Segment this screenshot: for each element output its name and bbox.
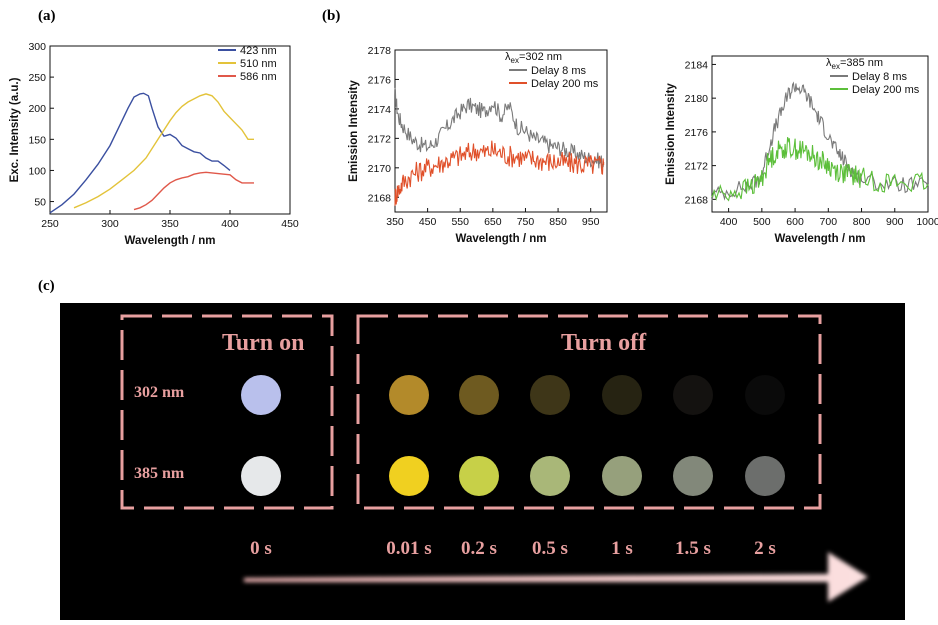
sample-dot-on (241, 456, 281, 496)
y-tick-label: 2176 (685, 127, 709, 139)
y-axis-label: Emission Intensity (665, 83, 677, 185)
chart-b1: 350 450 550 650 750 850 950 2168 2170 2172 2174 217… (348, 45, 608, 245)
x-tick-label: 400 (221, 218, 239, 230)
series-line (49, 92, 231, 214)
y-axis-label: Exc. Intensity (a.u.) (9, 77, 21, 182)
y-tick-label: 250 (28, 72, 46, 84)
legend-entry: 586 nm (240, 71, 277, 83)
plot-frame (394, 49, 608, 213)
y-tick-label: 2184 (685, 59, 709, 71)
legend-title: λex=302 nm (505, 51, 562, 65)
chart-b2: 400 500 600 700 800 900 1000 2168 2172 2176 2180 21… (665, 55, 938, 245)
time-label: 0.01 s (386, 538, 431, 559)
panel-label-b: (b) (322, 8, 340, 24)
sample-dot-off (602, 375, 642, 415)
series-line (394, 140, 605, 206)
sample-dot-off (389, 375, 429, 415)
legend-title: λex=385 nm (826, 57, 883, 71)
x-tick-label: 350 (161, 218, 179, 230)
x-tick-label: 950 (582, 216, 600, 228)
legend-entry: Delay 200 ms (531, 78, 599, 90)
y-tick-label: 150 (28, 134, 46, 146)
x-tick-label: 800 (853, 216, 871, 228)
series-line (711, 136, 929, 202)
sample-dot-on (241, 375, 281, 415)
x-tick-label: 400 (720, 216, 738, 228)
row-label-302: 302 nm (134, 384, 185, 401)
x-axis-label: Wavelength / nm (775, 233, 866, 245)
time-label: 0.5 s (532, 538, 568, 559)
series-line (133, 171, 254, 211)
x-tick-label: 700 (820, 216, 838, 228)
turn-off-label: Turn off (561, 330, 647, 356)
series-line (711, 81, 929, 201)
panel-label-a: (a) (38, 8, 56, 24)
y-axis-label: Emission Intensity (348, 80, 360, 182)
y-tick-label: 2174 (368, 104, 392, 116)
x-tick-label: 650 (484, 216, 502, 228)
y-tick-label: 2168 (685, 194, 709, 206)
time-arrow (244, 552, 868, 602)
sample-dot-off (530, 375, 570, 415)
y-tick-label: 100 (28, 165, 46, 177)
x-tick-label: 750 (517, 216, 535, 228)
chart-a: 250 300 350 400 450 50 100 150 200 250 300 Waveleng… (9, 41, 299, 247)
legend-entry: Delay 200 ms (852, 84, 920, 96)
legend-entry: 510 nm (240, 58, 277, 70)
legend-entry: Delay 8 ms (852, 71, 908, 83)
x-axis-label: Wavelength / nm (456, 233, 547, 245)
y-tick-label: 2176 (368, 74, 392, 86)
x-tick-label: 1000 (916, 216, 938, 228)
x-tick-label: 250 (41, 218, 59, 230)
x-tick-label: 550 (451, 216, 469, 228)
time-label: 1 s (611, 538, 633, 559)
turn-on-label: Turn on (222, 330, 305, 356)
legend-entry: Delay 8 ms (531, 65, 587, 77)
photo-panel: Turn on Turn off 302 nm 385 nm 0 s 0.01 s… (60, 303, 905, 620)
sample-dot-off (745, 375, 785, 415)
x-tick-label: 300 (101, 218, 119, 230)
legend-entry: 423 nm (240, 45, 277, 57)
y-tick-label: 2172 (685, 161, 709, 173)
sample-dot-off (602, 456, 642, 496)
sample-dot-off (673, 375, 713, 415)
x-axis-label: Wavelength / nm (125, 235, 216, 247)
panel-label-c: (c) (38, 278, 55, 294)
x-tick-label: 450 (281, 218, 299, 230)
x-tick-label: 350 (386, 216, 404, 228)
y-tick-label: 50 (34, 197, 46, 209)
y-tick-label: 2172 (368, 133, 392, 145)
time-label: 0 s (250, 538, 272, 559)
time-label: 1.5 s (675, 538, 711, 559)
turn-on-frame (120, 314, 334, 510)
x-tick-label: 500 (753, 216, 771, 228)
y-tick-label: 2170 (368, 163, 392, 175)
row-label-385: 385 nm (134, 465, 185, 482)
sample-dot-off (745, 456, 785, 496)
time-label: 2 s (754, 538, 776, 559)
time-labels: 0 s 0.01 s 0.2 s 0.5 s 1 s 1.5 s 2 s (250, 538, 776, 559)
sample-dot-off (673, 456, 713, 496)
series-line (73, 93, 254, 209)
sample-dots (241, 375, 785, 496)
sample-dot-off (459, 456, 499, 496)
series-line (394, 87, 605, 169)
y-tick-label: 2178 (368, 45, 392, 57)
time-label: 0.2 s (461, 538, 497, 559)
x-tick-label: 900 (886, 216, 904, 228)
y-tick-label: 200 (28, 103, 46, 115)
sample-dot-off (389, 456, 429, 496)
sample-dot-off (459, 375, 499, 415)
turn-off-frame (356, 314, 822, 510)
plot-frame (711, 55, 929, 213)
y-tick-label: 2168 (368, 192, 392, 204)
y-tick-label: 2180 (685, 93, 709, 105)
sample-dot-off (530, 456, 570, 496)
x-tick-label: 450 (419, 216, 437, 228)
x-tick-label: 600 (786, 216, 804, 228)
y-tick-label: 300 (28, 41, 46, 53)
x-tick-label: 850 (549, 216, 567, 228)
